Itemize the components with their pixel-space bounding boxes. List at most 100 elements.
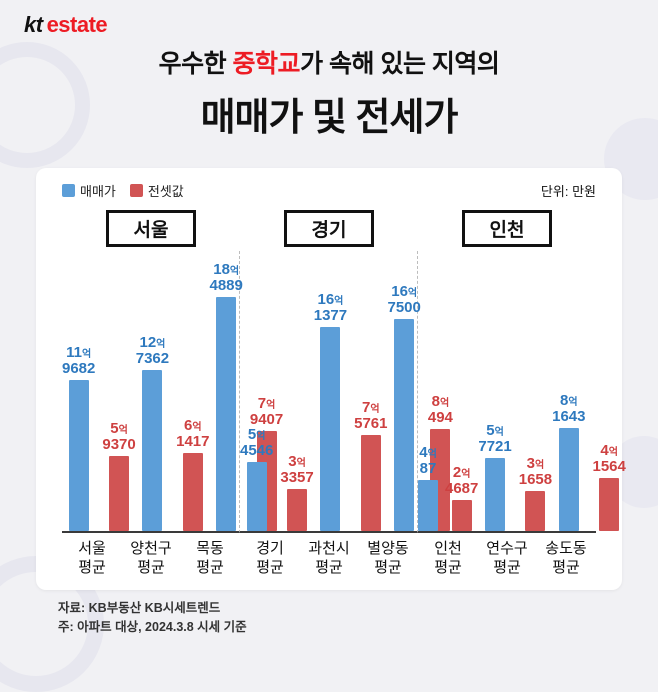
bar-value-label: 12억 7362 [136, 334, 169, 367]
bar-column: 16억 7500 [387, 282, 421, 531]
bar-column: 5억 4546 [240, 426, 273, 531]
bar-pair: 11억 9682 5억 9370 [62, 343, 136, 531]
group-title: 서울 [105, 210, 197, 247]
bar-value-label: 5억 4546 [240, 426, 273, 459]
category-label: 경기 평균 [256, 540, 284, 576]
eok-suffix: 억 [461, 468, 471, 480]
sale-bar [320, 327, 341, 531]
bar-value-eok: 16억 [391, 282, 418, 300]
bar-column: 2억 4687 [445, 463, 478, 531]
category-labels-row: 경기 평균 과천시 평균 별양동 평균 [240, 533, 418, 578]
bar-column: 16억 1377 [313, 291, 348, 531]
bar-pair: 18억 4889 7억 9407 [209, 260, 284, 531]
eok-suffix: 억 [494, 426, 504, 438]
eok-suffix: 억 [192, 421, 202, 433]
bar-value-rest: 87 [419, 459, 437, 477]
bar-column: 12억 7362 [136, 334, 169, 531]
sale-legend-swatch [62, 183, 75, 197]
jeonse-bar [182, 453, 203, 531]
bar-value-eok: 4억 [600, 441, 618, 459]
eok-suffix: 억 [608, 446, 618, 458]
sale-bar [485, 458, 506, 531]
source-note: 자료: KB부동산 KB시세트렌드 [58, 601, 221, 615]
bars-zone: 11억 9682 5억 9370 12억 7362 6억 1417 18억 4889 7억 9407 [62, 251, 283, 533]
jeonse-bar [599, 478, 620, 531]
bar-value-label: 4억 1564 [593, 441, 626, 475]
eok-suffix: 억 [427, 448, 437, 460]
category-label: 연수구 평균 [486, 540, 528, 576]
bars-zone: 4억 87 2억 4687 5억 7721 3억 1658 8억 1643 4억 1564 [418, 251, 626, 533]
bar-value-label: 5억 9370 [102, 419, 135, 453]
bar-value-eok: 11억 [66, 343, 92, 361]
bar-pair: 12억 7362 6억 1417 [136, 334, 210, 531]
bar-column: 11억 9682 [62, 343, 96, 531]
chart-card: 매매가 전셋값 단위: 만원 서울 11억 9682 5억 9370 12억 7362 6억 1… [36, 168, 626, 590]
eok-suffix: 억 [407, 287, 418, 299]
bar-value-rest: 7500 [387, 298, 421, 316]
chart-group: 경기 5억 4546 3억 3357 16억 1377 7억 5761 16억 7500 8억 494 경… [240, 210, 453, 578]
bar-value-eok: 7억 [362, 398, 380, 416]
category-labels-row: 서울 평균 양천구 평균 목동 평균 [62, 533, 240, 578]
bar-value-eok: 2억 [452, 463, 471, 481]
eok-suffix: 억 [229, 265, 240, 277]
bar-value-label: 2억 4687 [445, 463, 478, 497]
jeonse-legend-label: 전셋값 [147, 183, 184, 199]
eok-suffix: 억 [296, 457, 306, 469]
category-label: 과천시 평균 [308, 540, 350, 576]
bar-value-rest: 9407 [249, 410, 284, 428]
bar-value-eok: 7억 [257, 394, 276, 412]
group-title: 경기 [283, 210, 375, 247]
category-label: 목동 평균 [196, 540, 224, 576]
sale-bar [394, 319, 415, 531]
eok-suffix: 억 [334, 295, 344, 307]
bar-value-rest: 1643 [552, 407, 586, 425]
eok-suffix: 억 [370, 403, 380, 415]
bar-column: 5억 9370 [102, 419, 136, 531]
eok-suffix: 억 [439, 397, 450, 409]
group-title-wrap: 인천 [418, 210, 596, 247]
bar-value-label: 8억 494 [428, 393, 453, 426]
basis-note: 주: 아파트 대상, 2024.3.8 시세 기준 [58, 620, 247, 635]
category-label: 양천구 평균 [130, 540, 172, 576]
bars-zone: 5억 4546 3억 3357 16억 1377 7억 5761 16억 7500 8억 494 [240, 251, 453, 533]
bar-pair: 16억 1377 7억 5761 [313, 291, 388, 531]
eok-suffix: 억 [82, 348, 92, 360]
sale-bar [246, 462, 267, 531]
bar-value-rest: 1377 [313, 306, 348, 324]
eok-suffix: 억 [535, 459, 545, 471]
bar-value-eok: 5억 [110, 419, 128, 437]
bar-value-eok: 6억 [184, 416, 202, 434]
legend: 매매가 전셋값 [62, 181, 184, 200]
bar-pair: 4억 87 2억 4687 [418, 443, 478, 531]
bar-value-rest: 5761 [354, 414, 388, 432]
eok-suffix: 억 [266, 399, 276, 411]
bar-value-eok: 18억 [213, 260, 240, 278]
bar-column: 4억 87 [418, 443, 438, 531]
bar-value-eok: 3억 [288, 452, 306, 470]
sale-bar [68, 380, 89, 531]
group-title-wrap: 서울 [62, 210, 240, 247]
category-label: 별양동 평균 [367, 540, 409, 576]
title-line2: 매매가 및 전세가 [200, 97, 459, 139]
bar-value-eok: 5억 [486, 421, 504, 439]
bar-value-label: 5억 7721 [478, 421, 511, 455]
bar-value-rest: 3357 [280, 468, 314, 486]
legend-item-sale: 매매가 [62, 181, 116, 200]
bar-value-label: 7억 5761 [354, 398, 388, 432]
legend-item-jeonse: 전셋값 [129, 181, 184, 200]
bar-value-label: 16억 1377 [313, 291, 348, 324]
jeonse-bar [109, 456, 130, 531]
jeonse-bar [525, 491, 546, 531]
jeonse-legend-swatch [129, 183, 143, 197]
header: 우수한 중학교가 속해 있는 지역의 매매가 및 전세가 [0, 0, 658, 141]
sale-legend-label: 매매가 [80, 183, 116, 199]
bar-value-eok: 4억 [419, 443, 437, 461]
bar-value-rest: 9682 [62, 359, 96, 377]
jeonse-bar [451, 500, 472, 531]
bar-value-label: 8억 1643 [552, 392, 586, 425]
chart-group: 인천 4억 87 2억 4687 5억 7721 3억 1658 8억 1643 4억 1564 인천 평균… [418, 210, 626, 578]
bar-value-label: 11억 9682 [62, 343, 96, 377]
bar-value-rest: 4889 [209, 276, 243, 294]
sale-bar [142, 370, 163, 531]
bar-value-label: 18억 4889 [209, 260, 243, 294]
